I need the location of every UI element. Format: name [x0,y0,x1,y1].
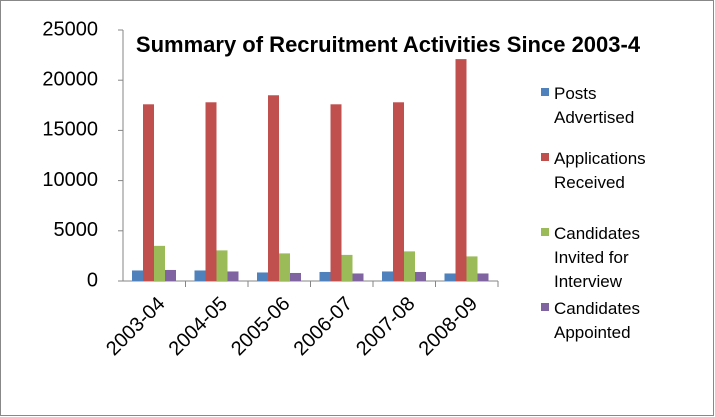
x-tick-label: 2007-08 [352,293,419,360]
legend-label: Candidates Invited for Interview [554,224,641,291]
chart-title: Summary of Recruitment Activities Since … [135,32,641,57]
y-tick-label: 0 [87,269,98,291]
x-tick-label: 2008-09 [415,293,482,360]
legend-swatch [541,88,549,96]
bar [205,102,217,282]
legend-swatch [541,228,549,236]
bar [227,271,239,281]
y-tick-label: 10000 [42,169,98,191]
legend-swatch [541,303,549,311]
bar [319,271,331,281]
bar [194,270,206,281]
bar [165,269,176,281]
bar [330,104,342,282]
bar [216,250,228,281]
y-tick-label: 20000 [42,68,98,90]
bar [352,273,364,281]
bar [444,273,456,281]
legend-label: Applications Received [554,149,646,192]
bar [143,104,154,282]
bar [279,253,290,281]
legend-label: Candidates Appointed [554,299,641,342]
bar [466,256,478,281]
bar [268,95,279,281]
bar [415,271,426,281]
x-tick-label: 2005-06 [227,293,294,360]
bar [290,272,301,281]
legend-swatch [541,153,549,161]
x-tick-label: 2006-07 [290,293,357,360]
bar [257,272,268,281]
bar [341,254,353,281]
y-tick-label: 5000 [54,219,99,241]
y-tick-label: 25000 [42,18,98,40]
bar [404,251,415,281]
y-tick-label: 15000 [42,119,98,141]
bar [477,273,489,281]
x-tick-label: 2004-05 [165,293,232,360]
legend-label: Posts Advertised [554,84,635,127]
bar [455,59,467,282]
bar [132,270,143,281]
bar [382,271,393,281]
x-tick-label: 2003-04 [102,293,169,360]
bar [393,102,404,282]
bar [154,245,165,281]
